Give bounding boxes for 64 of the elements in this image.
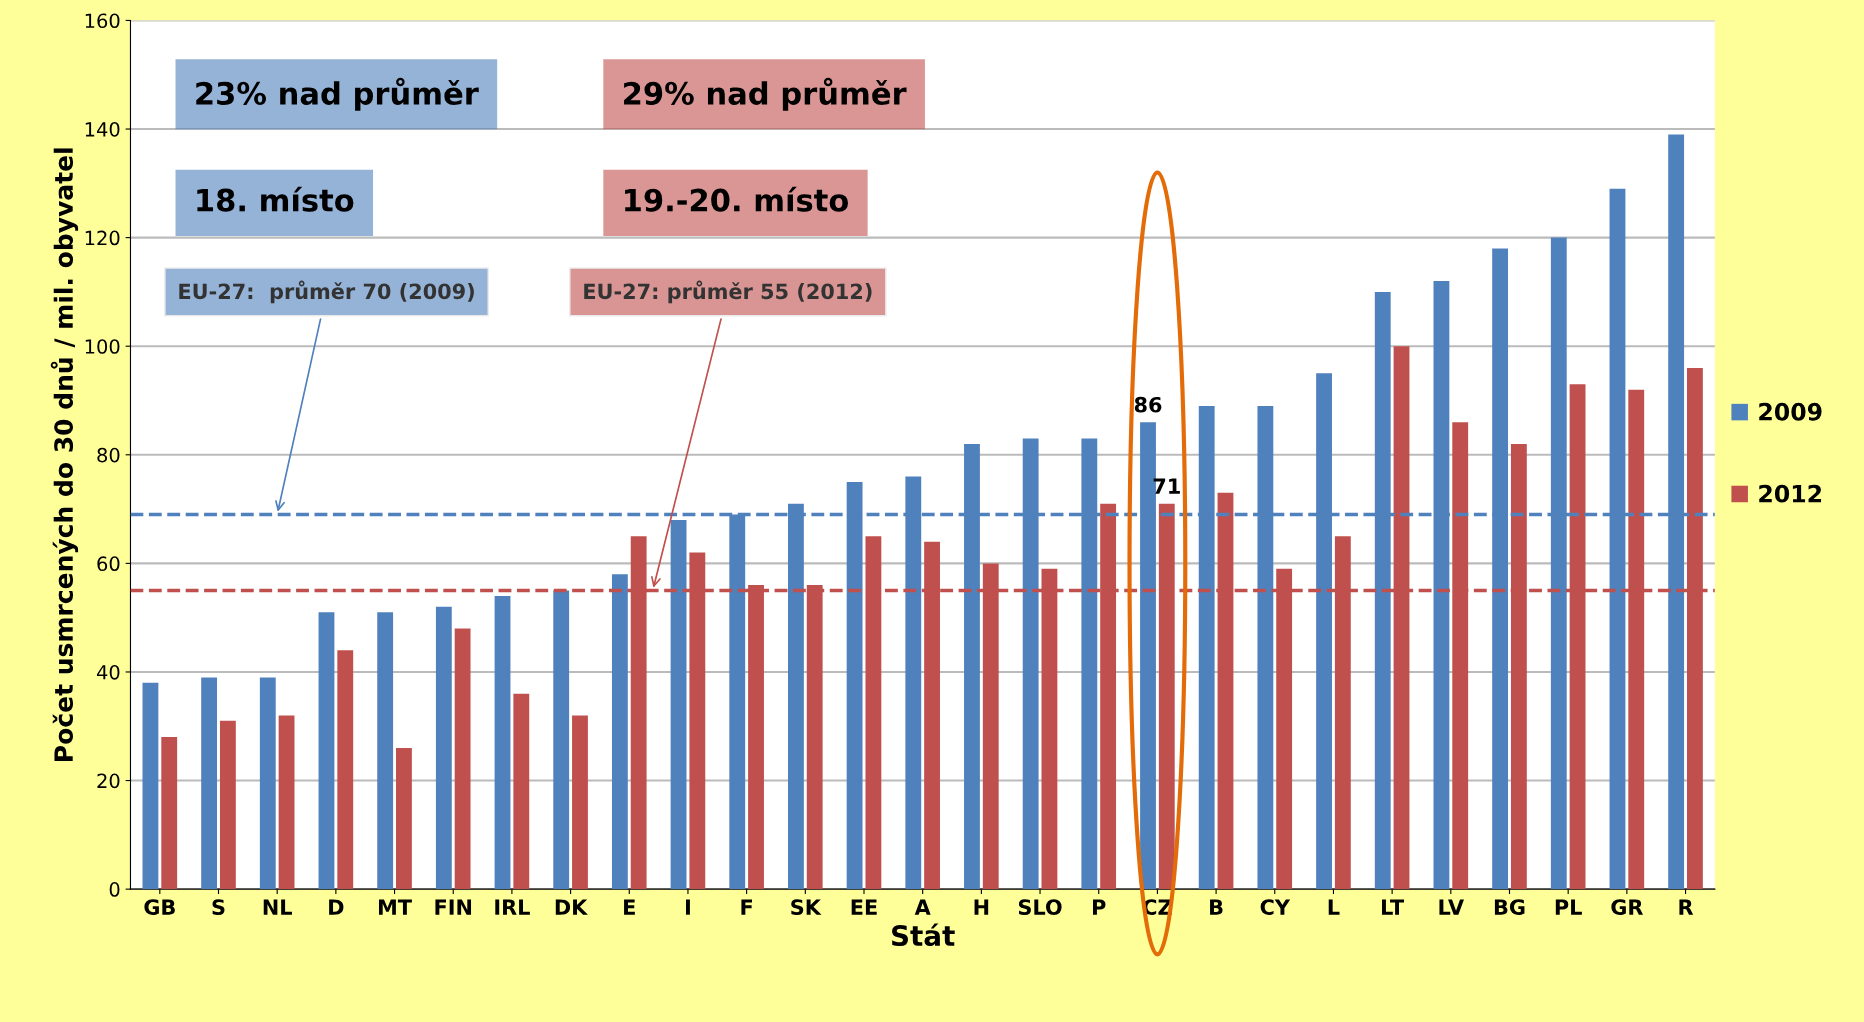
x-tick-label: L <box>1328 899 1340 915</box>
x-tick-label: R <box>1679 899 1694 915</box>
x-tick-label: B <box>1210 899 1223 915</box>
x-tick-label: PL <box>1555 899 1582 915</box>
bar <box>670 519 687 890</box>
x-tick-label: LT <box>1382 899 1405 915</box>
bar <box>142 682 159 890</box>
x-tick-label: IRL <box>495 899 530 915</box>
x-tick-label: A <box>914 899 931 915</box>
y-tick-label: 100 <box>85 339 120 354</box>
x-tick-label: D <box>329 899 344 915</box>
annotation: 29% nad průměr <box>624 77 907 111</box>
y-tick-label: 120 <box>85 230 120 246</box>
bar <box>278 715 295 890</box>
x-tick-label: FIN <box>435 899 472 915</box>
data-label: 86 <box>1134 396 1162 413</box>
x-tick-label: S <box>212 899 225 915</box>
x-tick-label: DK <box>555 899 588 915</box>
legend-label: 2012 <box>1759 484 1822 503</box>
x-tick-label: F <box>741 899 752 915</box>
x-tick-label: BG <box>1494 899 1525 915</box>
bar <box>377 612 394 890</box>
y-tick-label: 20 <box>97 773 120 789</box>
y-axis-title: Počet usmrcených do 30 dnů / mil. obyvatel <box>50 148 79 761</box>
bar <box>553 590 570 890</box>
y-tick-label: 80 <box>97 447 120 463</box>
bar <box>337 650 354 890</box>
x-tick-label: H <box>974 899 989 915</box>
x-tick-label: SLO <box>1018 899 1062 915</box>
x-tick-label: E <box>624 899 635 915</box>
bar <box>219 720 236 890</box>
x-tick-label: GB <box>144 899 175 915</box>
x-tick-label: LV <box>1439 899 1464 915</box>
annotation: 18. místo <box>197 186 354 212</box>
x-tick-label: NL <box>263 899 292 915</box>
legend-label: 2009 <box>1759 402 1822 421</box>
x-tick-label: GR <box>1611 899 1644 915</box>
bar <box>435 606 452 890</box>
ref-line-label: EU-27: průměr 55 (2012) <box>584 280 872 304</box>
bar <box>572 715 588 890</box>
annotation: 23% nad průměr <box>196 77 479 111</box>
x-tick-label: P <box>1093 899 1106 915</box>
x-tick-label: CY <box>1260 899 1291 915</box>
x-tick-label: SK <box>791 899 822 915</box>
bar <box>259 677 276 890</box>
bar <box>494 595 511 890</box>
y-tick-label: 40 <box>96 664 120 680</box>
bar <box>161 737 178 890</box>
bar <box>454 628 471 890</box>
bar <box>513 693 530 890</box>
bar <box>611 574 628 890</box>
x-tick-label: MT <box>378 899 412 915</box>
x-tick-label: EE <box>851 899 877 915</box>
bar <box>318 612 335 890</box>
bar <box>396 747 412 890</box>
y-tick-label: 0 <box>109 882 120 897</box>
annotation: 19.-20. místo <box>625 186 849 212</box>
y-tick-label: 140 <box>85 121 120 137</box>
x-axis-title: Stát <box>892 923 955 947</box>
bar <box>201 677 218 890</box>
ref-line-label: EU-27: průměr 70 (2009) <box>179 280 474 304</box>
y-tick-label: 160 <box>85 13 120 29</box>
x-tick-label: I <box>685 899 690 915</box>
y-tick-label: 60 <box>97 556 120 572</box>
